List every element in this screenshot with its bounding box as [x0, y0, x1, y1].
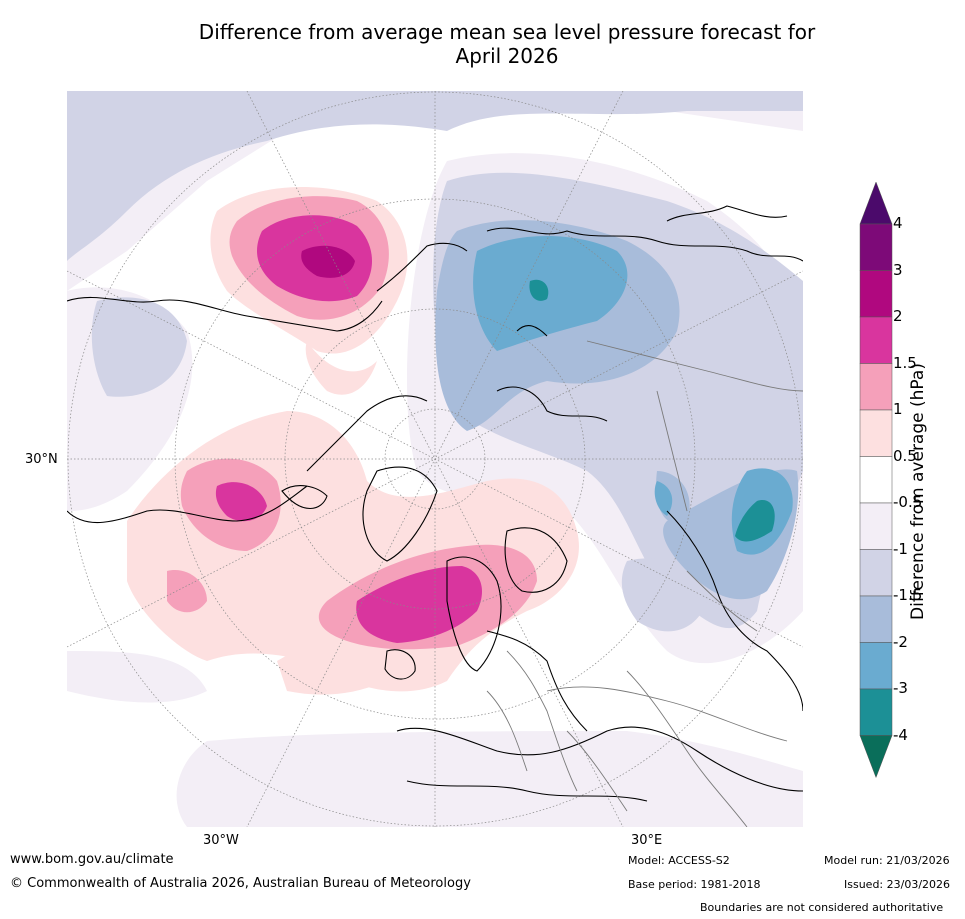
colorbar-extend-bottom [859, 735, 893, 779]
footer-url[interactable]: www.bom.gov.au/climate [10, 852, 174, 867]
anomaly-layer-plus-2 [301, 245, 355, 278]
footer-model-run: Model run: 21/03/2026 [824, 854, 950, 867]
lat-label-30n: 30°N [25, 452, 58, 467]
footer-model: Model: ACCESS-S2 [628, 854, 730, 867]
colorbar-segment [859, 409, 893, 457]
colorbar-extend-top [859, 182, 893, 225]
polar-map [67, 91, 803, 827]
colorbar-segment [859, 270, 893, 318]
graticule [67, 91, 803, 827]
anomaly-layer-minus-3 [529, 279, 775, 542]
colorbar-tick-label: 3 [893, 260, 903, 279]
country-borders [486, 340, 803, 827]
colorbar-segment [859, 549, 893, 597]
colorbar-segment [859, 642, 893, 690]
footer-disclaimer: Boundaries are not considered authoritat… [700, 901, 944, 914]
colorbar-tick-label: 1.5 [893, 353, 917, 372]
colorbar-tick-label: -3 [893, 679, 908, 697]
footer-base-period: Base period: 1981-2018 [628, 878, 761, 891]
lon-label-30w: 30°W [203, 833, 239, 848]
colorbar-tick-label: -0.5 [893, 493, 923, 511]
colorbar-tick-label: 2 [893, 307, 903, 325]
colorbar-tick-label: -1 [893, 539, 908, 558]
colorbar-tick-label: 4 [893, 214, 903, 232]
title-line-1: Difference from average mean sea level p… [198, 20, 816, 44]
footer-issued: Issued: 23/03/2026 [844, 878, 951, 891]
colorbar-segment [859, 223, 893, 271]
colorbar-tick-label: -2 [893, 632, 908, 651]
colorbar-segment [859, 456, 893, 504]
title-line-2: April 2026 [455, 44, 559, 68]
colorbar-segment [859, 688, 893, 736]
colorbar-tick-label: 1 [893, 400, 903, 418]
coastlines [67, 205, 803, 802]
colorbar-segment [859, 502, 893, 550]
colorbar-segment [859, 363, 893, 411]
colorbar-tick-label: -4 [893, 725, 908, 744]
colorbar-tick-label: -1.5 [893, 586, 923, 604]
colorbar-segment [859, 316, 893, 364]
lon-label-30e: 30°E [631, 833, 663, 848]
colorbar-tick-label: 0.5 [893, 446, 917, 465]
colorbar-title: Difference from average (hPa) [908, 363, 928, 620]
colorbar-segment [859, 595, 893, 643]
footer-copyright: © Commonwealth of Australia 2026, Austra… [10, 876, 471, 891]
chart-title: Difference from average mean sea level p… [0, 20, 965, 68]
colorbar [859, 182, 893, 779]
